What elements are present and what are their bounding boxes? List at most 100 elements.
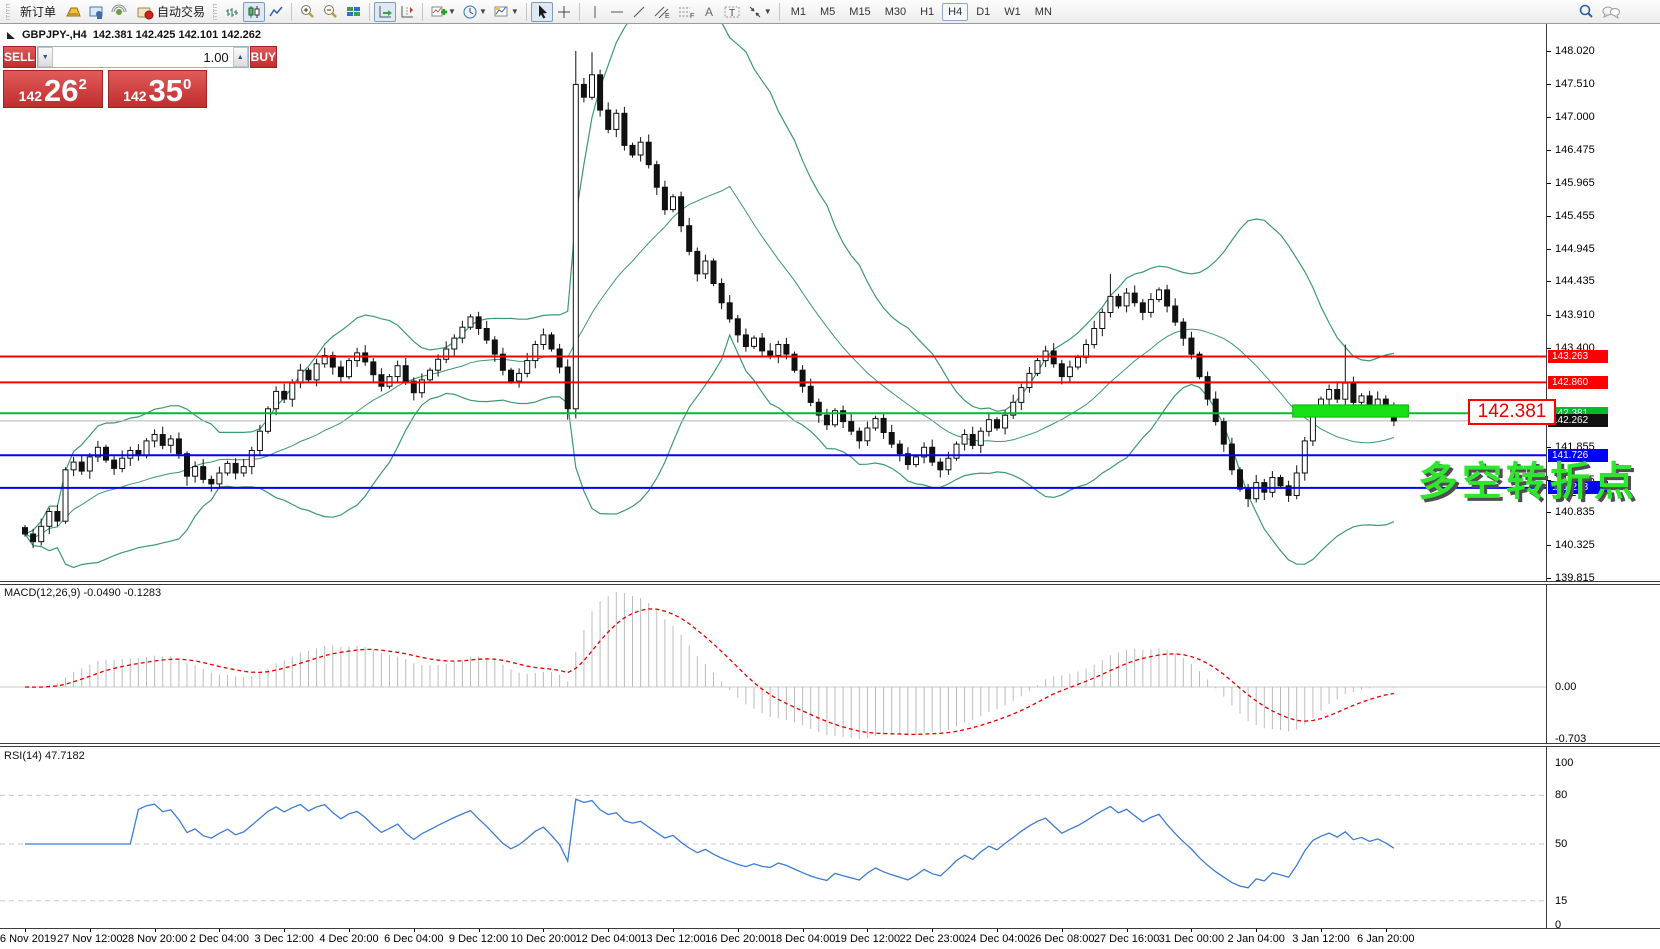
price-quote-row: 142 26 2 142 35 0	[3, 70, 207, 108]
tile-windows-icon[interactable]	[342, 2, 365, 22]
buy-price-box[interactable]: 142 35 0	[107, 70, 207, 108]
candle-body	[22, 527, 28, 535]
time-tick-mark	[1061, 929, 1063, 932]
market-watch-icon[interactable]	[62, 2, 85, 22]
timeframe-m30[interactable]: M30	[884, 5, 907, 18]
price-tick-mark	[1547, 545, 1551, 547]
timeframe-mn[interactable]: MN	[1034, 5, 1052, 18]
community-chat-icon[interactable]	[1598, 2, 1624, 22]
time-label: 12 Dec 04:00	[575, 933, 641, 945]
timeframe-h4[interactable]: H4	[942, 2, 969, 21]
candle-body	[1269, 477, 1276, 493]
periods-icon[interactable]: ▼	[459, 2, 490, 22]
timeframe-d1[interactable]: D1	[976, 5, 991, 18]
indicators-icon[interactable]: ▼	[427, 2, 459, 22]
templates-icon[interactable]: ▼	[490, 2, 522, 22]
equidistant-channel-icon[interactable]: E	[650, 2, 674, 22]
time-tick-mark	[284, 929, 286, 932]
search-icon[interactable]	[1575, 2, 1598, 22]
time-label: 24 Dec 04:00	[964, 933, 1030, 945]
timeframe-m1[interactable]: M1	[790, 5, 806, 18]
rsi-plot[interactable]	[0, 748, 1546, 928]
vertical-line-icon[interactable]	[584, 2, 606, 22]
candle-body	[78, 461, 85, 472]
data-window-icon[interactable]	[85, 2, 108, 22]
time-tick-mark	[737, 929, 739, 932]
text-label-icon[interactable]: T	[720, 2, 744, 22]
time-axis[interactable]: 26 Nov 2019 27 Nov 12:00 28 Nov 20:00 2 Dec…	[0, 928, 1660, 949]
auto-scroll-icon[interactable]	[374, 1, 397, 22]
chart-ohlc-values: 142.381 142.425 142.101 142.262	[92, 29, 262, 41]
candle-body	[38, 525, 45, 543]
macd-plot[interactable]	[0, 586, 1546, 742]
candle-body	[1204, 376, 1211, 400]
trendline-icon[interactable]	[628, 2, 650, 22]
cursor-icon[interactable]	[530, 1, 553, 22]
candle-body	[281, 390, 288, 400]
buy-price-small: 142	[123, 88, 147, 104]
candle-body	[1026, 372, 1033, 388]
horizontal-line-icon[interactable]	[606, 2, 628, 22]
sell-price-box[interactable]: 142 26 2	[3, 70, 103, 108]
time-label: 22 Dec 23:00	[899, 933, 965, 945]
zoom-out-icon[interactable]	[319, 2, 342, 22]
buy-price-sup: 0	[183, 76, 192, 93]
price-axis[interactable]: 148.020 147.510 147.000 146.475 145.965 145.4…	[1546, 24, 1660, 931]
line-chart-icon[interactable]	[265, 2, 287, 22]
panel-separator[interactable]	[0, 581, 1660, 585]
price-chart-plot[interactable]	[0, 24, 1546, 582]
candle-body	[548, 334, 555, 350]
candle-body	[435, 358, 442, 371]
time-tick-mark	[219, 929, 221, 932]
candle-body	[1342, 382, 1349, 400]
timeframe-h1[interactable]: H1	[920, 5, 935, 18]
buy-button[interactable]: BUY	[249, 46, 278, 68]
fibonacci-icon[interactable]: F	[674, 2, 698, 22]
chinese-annotation-text[interactable]: 多空转折点	[1418, 460, 1638, 504]
time-tick-mark	[932, 929, 934, 932]
separator	[291, 2, 293, 21]
candle-body	[94, 446, 101, 458]
candle-body	[200, 466, 207, 480]
zoom-in-icon[interactable]	[296, 2, 319, 22]
volume-decrease-button[interactable]: ▼	[37, 47, 53, 67]
candle-body	[1172, 305, 1179, 323]
candle-body	[783, 344, 790, 355]
bar-chart-icon[interactable]	[221, 2, 243, 22]
candle-body	[451, 337, 458, 350]
toolbar-grip[interactable]	[6, 3, 10, 20]
timeframe-m15[interactable]: M15	[849, 5, 871, 18]
text-icon[interactable]: A	[698, 2, 720, 22]
highlight-zone-rect[interactable]	[1292, 404, 1409, 418]
candle-chart-icon[interactable]	[243, 1, 266, 22]
sell-price-sup: 2	[78, 76, 87, 93]
sell-button[interactable]: SELL	[3, 46, 36, 68]
candle-body	[1358, 395, 1365, 403]
rsi-axis-label: 50	[1555, 838, 1568, 850]
candle-body	[499, 353, 506, 371]
candle-body	[823, 414, 830, 426]
volume-input[interactable]	[52, 47, 233, 67]
crosshair-icon[interactable]	[553, 2, 575, 22]
candle-body	[70, 461, 77, 471]
chart-shift-icon[interactable]	[396, 2, 418, 22]
arrows-icon[interactable]: ▼	[744, 2, 775, 22]
price-callout-box[interactable]: 142.381	[1468, 399, 1556, 425]
toolbar-grip[interactable]	[213, 3, 218, 20]
autotrading-button[interactable]: 自动交易	[131, 2, 211, 22]
new-order-button[interactable]: 新订单	[20, 5, 57, 19]
volume-increase-button[interactable]: ▲	[232, 47, 248, 67]
panel-separator[interactable]	[0, 743, 1660, 747]
navigator-icon[interactable]	[108, 2, 131, 22]
candle-body	[1334, 389, 1341, 400]
candle-body	[1099, 311, 1106, 329]
candle-body	[589, 74, 595, 98]
candle-body	[1220, 421, 1227, 445]
candle-body	[394, 365, 401, 378]
timeframe-w1[interactable]: W1	[1004, 5, 1021, 18]
separator	[578, 2, 580, 21]
timeframe-m5[interactable]: M5	[820, 5, 836, 18]
time-label: 19 Dec 12:00	[834, 933, 901, 945]
chart-pointer-icon	[7, 32, 15, 39]
